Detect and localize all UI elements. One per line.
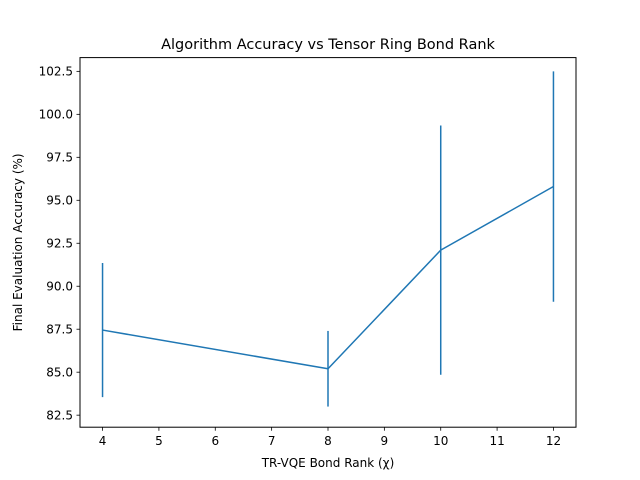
x-tick-label: 8 — [324, 434, 332, 448]
x-tick-label: 5 — [155, 434, 163, 448]
x-tick-label: 7 — [268, 434, 276, 448]
x-tick-label: 4 — [99, 434, 107, 448]
y-axis-label: Final Evaluation Accuracy (%) — [11, 153, 25, 331]
y-tick-label: 90.0 — [46, 280, 73, 294]
y-tick-label: 82.5 — [46, 408, 73, 422]
y-tick-label: 102.5 — [39, 65, 73, 79]
y-tick-label: 97.5 — [46, 151, 73, 165]
y-tick-label: 95.0 — [46, 194, 73, 208]
x-tick-label: 6 — [211, 434, 219, 448]
x-tick-label: 9 — [381, 434, 389, 448]
y-tick-label: 87.5 — [46, 323, 73, 337]
y-tick-label: 92.5 — [46, 237, 73, 251]
y-tick-label: 85.0 — [46, 365, 73, 379]
plot-area — [101, 71, 555, 407]
x-tick-label: 10 — [433, 434, 448, 448]
x-axis-label: TR-VQE Bond Rank (χ) — [261, 456, 395, 470]
y-tick-label: 100.0 — [39, 108, 73, 122]
x-tick-label: 11 — [489, 434, 504, 448]
axes-frame — [79, 57, 577, 428]
chart-title: Algorithm Accuracy vs Tensor Ring Bond R… — [161, 37, 495, 53]
axis-ticks: 4 5 6 7 8 9 10 11 12 82.5 85.0 87.5 90.0 92.5 95.0 97.5… — [39, 65, 561, 449]
x-tick-label: 12 — [546, 434, 561, 448]
series-line — [102, 185, 554, 370]
